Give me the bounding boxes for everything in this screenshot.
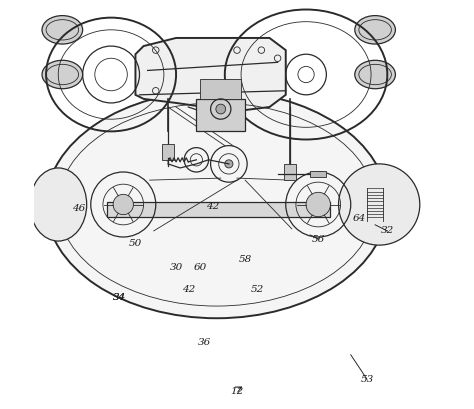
Text: 64: 64 [352, 214, 365, 223]
Text: 58: 58 [238, 255, 252, 264]
Text: 12: 12 [230, 387, 244, 396]
Text: 56: 56 [311, 234, 325, 243]
Bar [201, 79, 241, 99]
Bar [107, 202, 330, 217]
Text: 36: 36 [198, 338, 211, 347]
Text: 46: 46 [72, 204, 85, 213]
Bar [284, 164, 296, 180]
Ellipse shape [30, 168, 87, 241]
Ellipse shape [338, 164, 420, 245]
Ellipse shape [46, 91, 387, 318]
Polygon shape [136, 38, 286, 111]
Text: 50: 50 [129, 238, 142, 247]
Bar [310, 171, 327, 177]
Circle shape [225, 160, 233, 168]
Bar [162, 144, 174, 160]
Text: 30: 30 [169, 263, 182, 272]
Text: 34: 34 [112, 293, 126, 302]
Text: 52: 52 [251, 285, 264, 294]
Circle shape [113, 194, 133, 215]
Circle shape [306, 192, 330, 217]
Text: 32: 32 [381, 227, 394, 236]
Ellipse shape [42, 16, 82, 44]
Text: 42: 42 [182, 285, 195, 294]
Text: 34: 34 [112, 293, 126, 302]
Ellipse shape [355, 16, 395, 44]
Text: 60: 60 [194, 263, 207, 272]
Ellipse shape [355, 60, 395, 89]
Ellipse shape [42, 60, 82, 89]
Bar [196, 99, 245, 131]
Text: 42: 42 [206, 202, 219, 211]
Text: 53: 53 [360, 375, 374, 384]
Circle shape [216, 104, 226, 114]
